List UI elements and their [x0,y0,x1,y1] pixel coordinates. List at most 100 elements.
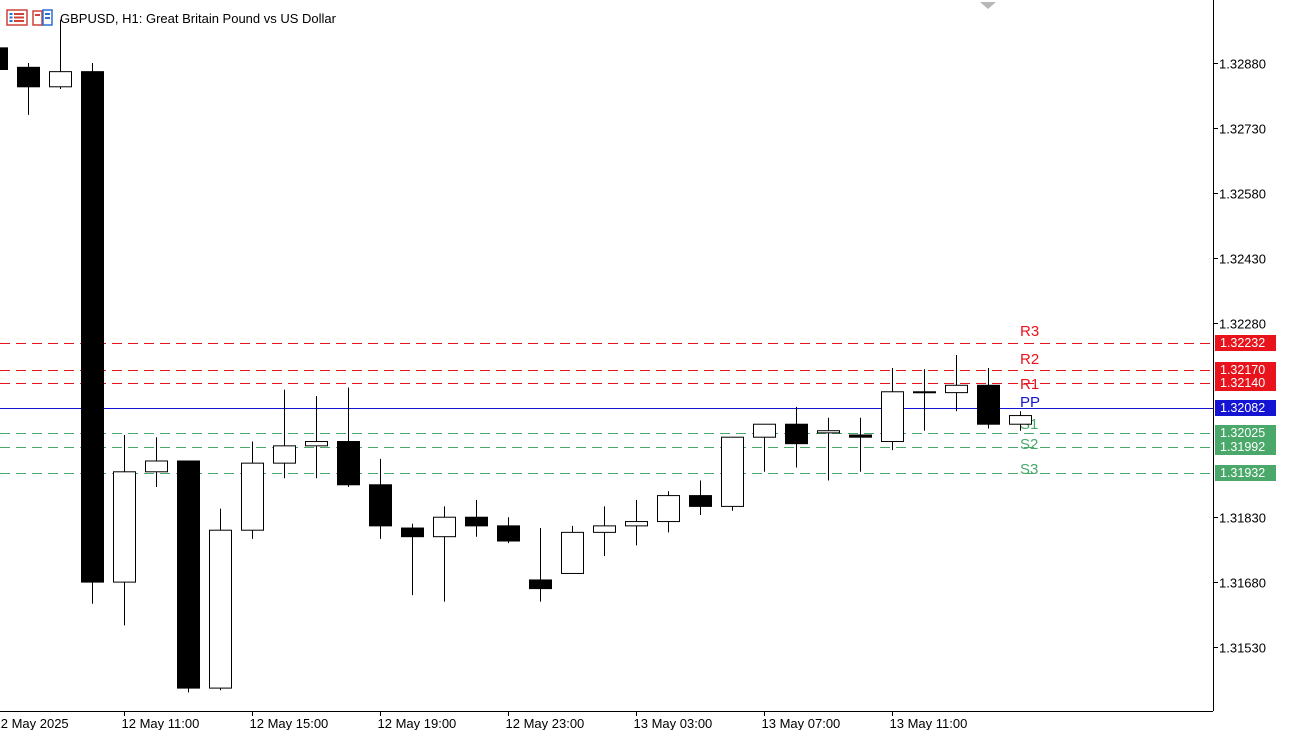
candle-body [81,71,104,583]
pivot-label-r2: R2 [1020,351,1039,368]
templates-icon[interactable] [32,9,54,27]
price-tag-label-r2: 1.32170 [1220,363,1265,377]
candle [625,499,648,546]
price-tag-label-s2: 1.31992 [1220,440,1265,454]
candle-body [753,423,776,438]
candle-body [17,66,40,88]
time-axis: 12 May 2025 12 May 11:00 12 May 15:00 12 Ma… [0,711,967,730]
candle [401,523,424,596]
candle-body [273,445,296,464]
pivot-label-pp: PP [1020,394,1040,411]
candle-body [657,495,680,523]
time-tick-label: 12 May 19:00 [378,716,457,730]
candle [305,396,328,479]
candle-body [785,423,808,445]
price-tag-s2 [1215,439,1276,455]
price-tick-label: 1.32880 [1219,57,1266,72]
candle-body [369,484,392,527]
price-tag-s1 [1215,425,1276,441]
candle-body [497,525,520,542]
price-tag-s3 [1215,465,1276,481]
time-tick-label: 13 May 07:00 [762,716,841,730]
candle [721,436,744,511]
candle [113,435,136,626]
price-tick-label: 1.32580 [1219,187,1266,202]
candle-body [305,441,328,447]
candle [497,517,520,544]
candle-body [337,441,360,486]
price-tag-r1 [1215,375,1276,391]
candle-body [913,391,936,394]
chart-title: GBPUSD, H1: Great Britain Pound vs US Do… [60,10,336,26]
candle [657,491,680,533]
price-tag-label-r1: 1.32140 [1220,376,1265,390]
price-tag-pp [1215,400,1276,416]
candle [753,423,776,472]
price-tick-label: 1.31830 [1219,511,1266,526]
candle-body [1009,415,1032,425]
time-tick-label: 12 May 2025 [0,716,69,730]
plot-area [0,0,1214,712]
time-tick-label: 13 May 11:00 [890,716,968,730]
price-tick-label: 1.32730 [1219,122,1266,137]
candle [81,63,104,604]
candle [561,525,584,574]
candle-body [113,471,136,583]
pivot-label-s2: S2 [1020,436,1038,453]
candle [881,367,904,451]
candle [817,417,840,481]
price-tick-label: 1.32280 [1219,317,1266,332]
candle [17,63,40,115]
candle-body [529,579,552,590]
price-tick-label: 1.31680 [1219,576,1266,591]
price-axis: 1.32880 1.32730 1.32580 1.32430 1.32280 1.318… [1213,57,1266,656]
candle-body [561,531,584,574]
candle-body [241,462,264,531]
candle-body [401,527,424,538]
candle-body [945,384,968,394]
candle [849,417,872,472]
time-tick-label: 12 May 23:00 [506,716,585,730]
time-tick-label: 12 May 15:00 [250,716,329,730]
pivot-label-s3: S3 [1020,461,1038,478]
price-tag-r2 [1215,362,1276,378]
candle [593,506,616,557]
candle-body [0,47,8,70]
price-tag-label-s1: 1.32025 [1220,426,1265,440]
candle-body [721,436,744,507]
candle [785,406,808,468]
candle [337,387,360,487]
candle-body [177,460,200,689]
candle [369,458,392,539]
candle [49,19,72,89]
candle-body [209,529,232,689]
candle [433,506,456,602]
candle-body [849,434,872,438]
shift-marker-icon [980,2,996,9]
candle-body [881,391,904,443]
candle [945,355,968,412]
candle-body [465,516,488,527]
price-tag-label-s3: 1.31932 [1220,466,1265,480]
candle-body [145,460,168,473]
time-tick-label: 13 May 03:00 [634,716,713,730]
candle-body [625,521,648,527]
candle [0,47,8,70]
candle-body [817,430,840,434]
plot-background [0,0,1213,711]
candle [145,437,168,487]
price-tick-label: 1.31530 [1219,641,1266,656]
indicators-list-icon[interactable] [6,9,28,27]
candle-body [689,495,712,507]
price-tag-r3 [1215,335,1276,351]
chart-header: GBPUSD, H1: Great Britain Pound vs US Do… [6,8,336,28]
candles [0,19,1032,693]
candle-body [593,525,616,533]
candle [465,499,488,537]
candle [977,367,1000,429]
candle [273,389,296,479]
candle [209,508,232,691]
candle-body [977,384,1000,425]
